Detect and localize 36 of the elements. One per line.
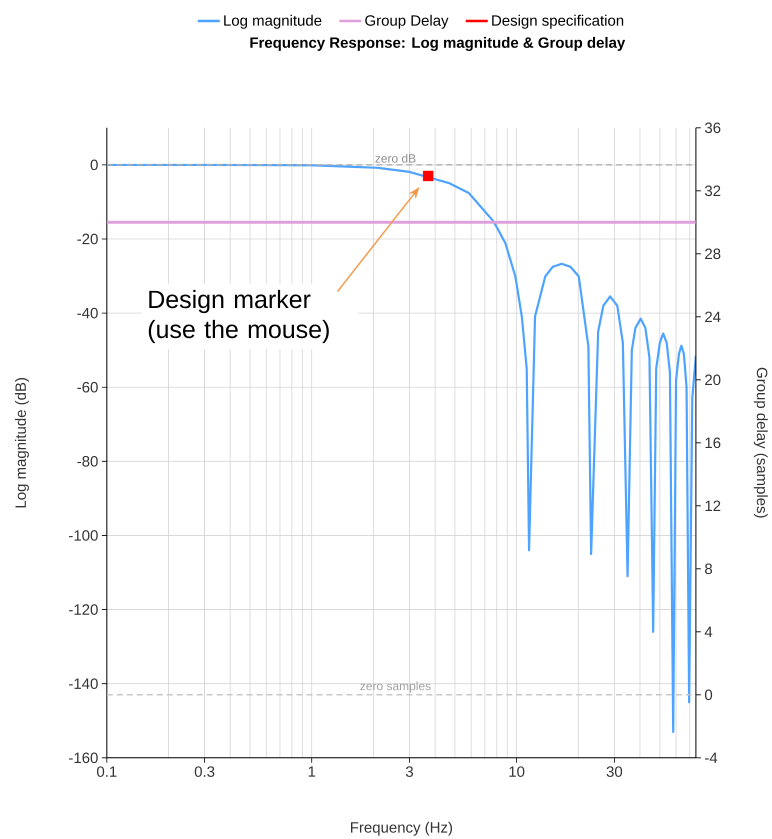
y2-tick-label: 20 [705,374,721,386]
y-tick-label: -40 [77,308,98,318]
y2-tick-label: 0 [705,690,712,700]
y2-axis-title: Group delay (samples) [754,368,768,518]
x-tick-label: 3 [406,766,414,777]
y-axis-title: Log magnitude (dB) [15,378,30,508]
y-tick-label: -140 [69,678,98,689]
y2-tick-label: 28 [705,248,720,260]
ref-line-label: zero dB [375,154,416,163]
x-tick-label: 0.3 [194,766,214,777]
y2-tick-label: 12 [706,500,720,512]
x-axis-title: Frequency (Hz) [351,822,452,836]
legend-label: Design specification [492,14,624,29]
y2-tick-label: -4 [705,752,718,763]
y-tick-label: -120 [69,604,98,615]
y2-tick-label: 32 [705,186,720,196]
y-tick-label: -80 [77,456,98,467]
y-tick-label: -160 [69,752,98,764]
chart-title: Frequency Response: Log magnitude & Group delay [250,36,626,51]
x-tick-label: 30 [606,766,622,777]
y-tick-label: 0 [90,160,98,170]
y2-tick-label: 8 [705,564,712,574]
legend-label: Log magnitude [224,14,322,29]
y-tick-label: -100 [69,530,98,541]
x-tick-label: 1 [308,766,316,777]
annotation: Design marker (use the mouse) [148,290,329,344]
legend-label: Group Delay [365,14,449,29]
x-tick-label: 10 [510,766,524,777]
y2-tick-label: 16 [706,438,720,448]
y2-tick-label: 36 [705,122,720,134]
y-tick-label: -60 [77,382,98,393]
ref-line-label: zero samples [360,681,431,693]
x-tick-label: 0.1 [97,766,117,777]
y2-tick-label: 4 [704,626,712,637]
y2-tick-label: 24 [705,312,721,322]
y-tick-label: -20 [77,234,98,244]
